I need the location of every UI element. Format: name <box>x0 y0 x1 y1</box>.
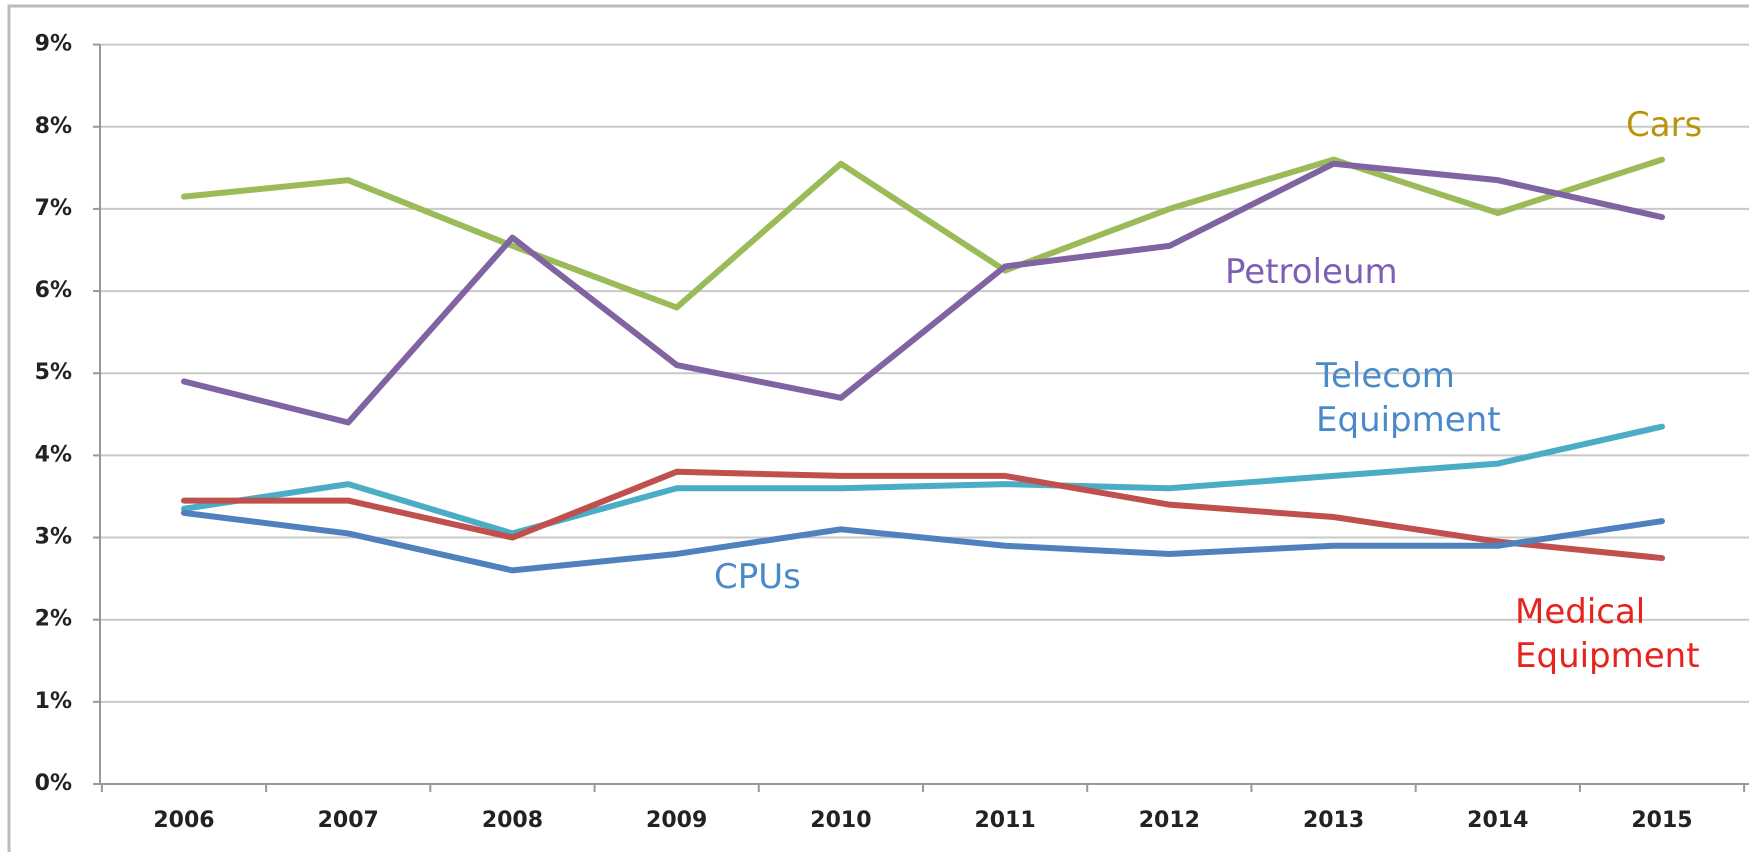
y-tick-label: 4% <box>35 442 72 467</box>
series-line <box>181 156 1665 311</box>
x-tick-label: 2008 <box>482 808 543 833</box>
series-line <box>181 509 1665 574</box>
x-tick-label: 2013 <box>1303 808 1364 833</box>
x-tick-label: 2010 <box>810 808 871 833</box>
series-label: Medical Equipment <box>1515 592 1700 676</box>
y-tick-label: 8% <box>35 114 72 139</box>
y-tick-label: 9% <box>35 32 72 57</box>
x-tick-label: 2015 <box>1631 808 1692 833</box>
x-tick-label: 2012 <box>1139 808 1200 833</box>
x-tick-label: 2009 <box>646 808 707 833</box>
y-tick-label: 2% <box>35 607 72 632</box>
y-tick-label: 0% <box>35 771 72 796</box>
series-line <box>181 468 1665 562</box>
frame <box>7 4 1749 852</box>
x-tick-label: 2011 <box>974 808 1035 833</box>
series-label: Telecom Equipment <box>1316 356 1501 440</box>
y-tick-label: 7% <box>35 196 72 221</box>
x-tick-label: 2014 <box>1467 808 1528 833</box>
y-tick-label: 6% <box>35 278 72 303</box>
series-line <box>181 160 1665 426</box>
x-tick-label: 2006 <box>153 808 214 833</box>
y-tick-label: 3% <box>35 525 72 550</box>
series-line <box>181 423 1665 537</box>
series-label: CPUs <box>714 557 801 597</box>
series-label: Cars <box>1626 105 1703 145</box>
x-tick-label: 2007 <box>318 808 379 833</box>
y-tick-label: 1% <box>35 689 72 714</box>
y-tick-label: 5% <box>35 360 72 385</box>
series-label: Petroleum <box>1225 252 1398 292</box>
